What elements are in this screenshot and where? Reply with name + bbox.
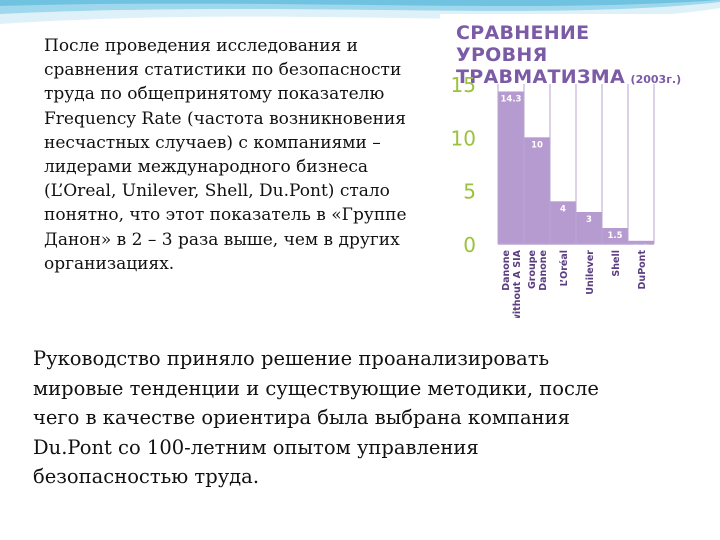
y-tick-label: 0	[463, 233, 476, 257]
data-label: 10	[531, 140, 543, 150]
data-label: 3	[586, 215, 592, 225]
category-label-line: Groupe	[527, 250, 538, 289]
category-label: Shell	[611, 250, 622, 277]
y-tick-label: 15	[451, 73, 476, 97]
category-label: Unilever	[585, 250, 596, 295]
y-tick-label: 10	[451, 126, 476, 150]
injury-rate-chart: СРАВНЕНИЕ УРОВНЯ ТРАВМАТИЗМА (2003г.) 15…	[440, 14, 690, 318]
category-label: L’Oréal	[559, 250, 570, 286]
category-label: Danone without A SIA	[501, 249, 523, 318]
y-tick-label: 5	[463, 180, 476, 204]
paragraph-decision: Руководство приняло решение проанализиро…	[33, 344, 673, 492]
data-label: 14.3	[501, 94, 522, 104]
bar	[524, 137, 550, 244]
category-label-line: without A SIA	[512, 249, 523, 318]
category-label-line: L’Oréal	[559, 250, 570, 286]
category-label-line: Danone	[501, 250, 512, 291]
data-label: 1.5	[607, 231, 622, 241]
paragraph-intro: После проведения исследования и сравнени…	[44, 34, 444, 276]
category-label: DuPont	[637, 250, 648, 290]
chart-title-line1: СРАВНЕНИЕ УРОВНЯ	[456, 22, 686, 66]
category-label-line: Danone	[538, 250, 549, 291]
category-label-line: DuPont	[637, 250, 648, 290]
category-label-line: Unilever	[585, 250, 596, 295]
category-label-line: Shell	[611, 250, 622, 277]
data-label: 4	[560, 204, 566, 214]
bar	[498, 91, 524, 244]
category-label: Groupe Danone	[527, 250, 549, 291]
